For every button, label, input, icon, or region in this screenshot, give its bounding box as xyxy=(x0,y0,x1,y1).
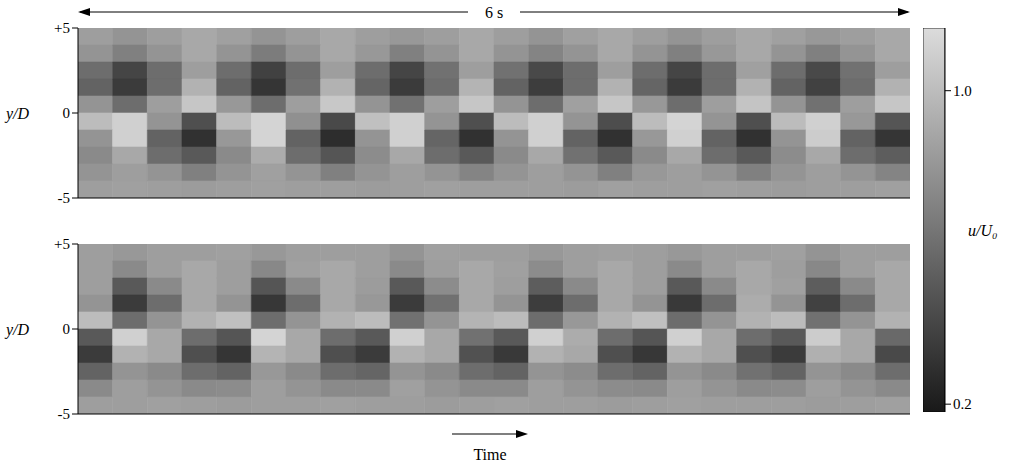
svg-text:+5: +5 xyxy=(54,20,70,36)
svg-text:+5: +5 xyxy=(54,236,70,252)
svg-text:0.2: 0.2 xyxy=(953,396,972,412)
svg-text:0: 0 xyxy=(63,105,71,121)
svg-text:y/D: y/D xyxy=(4,105,30,123)
svg-text:Time: Time xyxy=(473,446,506,463)
svg-text:-5: -5 xyxy=(58,406,71,422)
svg-text:0: 0 xyxy=(63,321,71,337)
svg-text:6 s: 6 s xyxy=(485,4,503,21)
svg-text:-5: -5 xyxy=(58,190,71,206)
svg-text:y/D: y/D xyxy=(4,321,30,339)
svg-text:1.0: 1.0 xyxy=(953,83,972,99)
html-text:u/U₀: u/U₀ xyxy=(968,222,998,239)
